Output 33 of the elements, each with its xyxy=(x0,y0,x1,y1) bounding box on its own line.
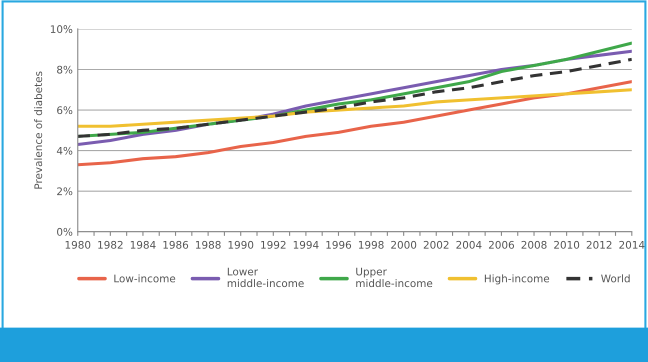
x-tick-label: 1998 xyxy=(358,240,384,249)
x-tick-label: 1986 xyxy=(163,240,188,249)
x-tick-label: 1988 xyxy=(196,240,221,249)
y-tick-label: 8% xyxy=(57,66,72,74)
y-tick-label: 0% xyxy=(57,228,72,236)
x-tick-label: 1992 xyxy=(261,240,286,249)
x-tick-label: 1980 xyxy=(66,240,90,249)
y-tick-label: 2% xyxy=(57,187,72,196)
y-axis-title: Prevalence of diabetes xyxy=(34,72,42,189)
legend-label: Low-income xyxy=(114,274,176,282)
line-series xyxy=(78,58,632,138)
x-tick-label: 1994 xyxy=(294,240,319,249)
x-tick-label: 2002 xyxy=(424,240,448,249)
x-tick-label: 1996 xyxy=(326,240,352,249)
y-tick-label: 6% xyxy=(57,106,72,114)
legend-label: Upper middle-income xyxy=(356,268,432,288)
y-tick-label: 4% xyxy=(56,146,72,155)
legend-label: World xyxy=(601,274,630,282)
legend-label: High-income xyxy=(484,274,550,284)
x-tick-label: 2004 xyxy=(456,240,482,249)
x-tick-label: 2010 xyxy=(554,240,580,249)
x-tick-label: 2014 xyxy=(619,240,644,249)
line-series xyxy=(78,80,632,166)
x-tick-label: 2008 xyxy=(522,240,547,249)
x-tick-label: 1984 xyxy=(130,240,156,249)
line-series xyxy=(78,88,632,128)
x-tick-label: 2006 xyxy=(488,240,514,249)
x-tick-label: 2000 xyxy=(391,240,416,249)
x-tick-label: 1990 xyxy=(228,240,254,249)
x-tick-label: 2012 xyxy=(586,240,612,249)
legend-label: Lower middle-income xyxy=(228,268,304,288)
y-tick-label: 10% xyxy=(50,25,72,34)
x-tick-label: 1982 xyxy=(98,240,123,249)
